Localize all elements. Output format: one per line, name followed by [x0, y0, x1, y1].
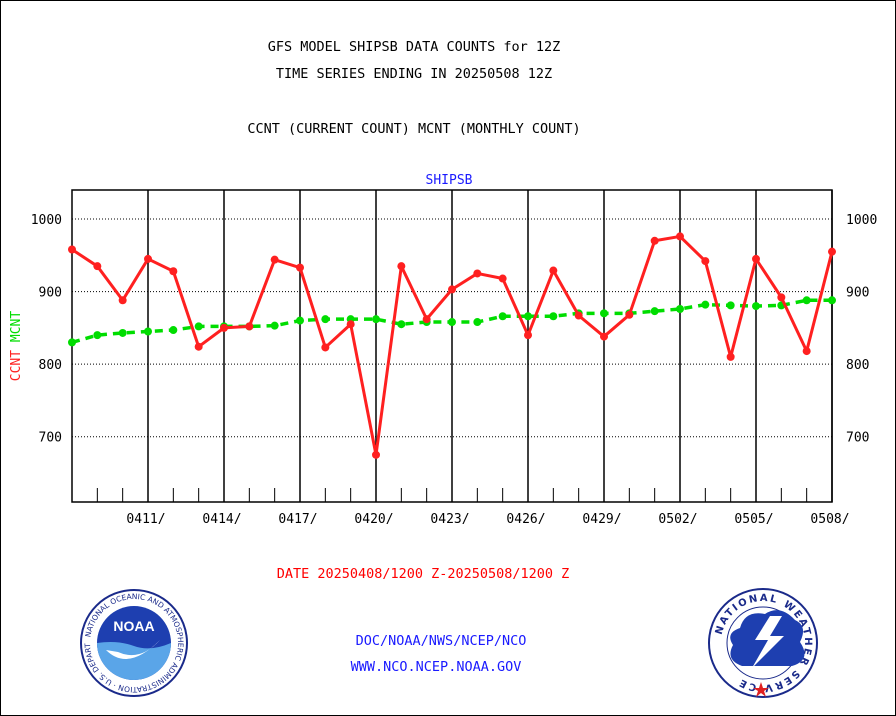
plot-title: SHIPSB [426, 173, 473, 188]
mcnt-point [802, 296, 811, 305]
ccnt-point [600, 332, 608, 341]
ccnt-point [802, 347, 811, 356]
ccnt-point [701, 257, 710, 266]
y-axis-label: CCNT MCNT [9, 311, 24, 382]
ccnt-point [397, 262, 406, 271]
ccnt-point [144, 254, 152, 263]
ccnt-point [321, 343, 330, 352]
mcnt-point [473, 318, 482, 327]
mcnt-point [372, 315, 380, 324]
mcnt-point [828, 296, 836, 305]
x-tick-label: 0429/ [582, 512, 621, 527]
header-line-3: CCNT (CURRENT COUNT) MCNT (MONTHLY COUNT… [247, 121, 580, 137]
mcnt-point [397, 320, 406, 329]
ccnt-point [524, 331, 532, 340]
x-tick-label: 0420/ [354, 512, 393, 527]
x-tick-label: 0505/ [734, 512, 773, 527]
mcnt-point [600, 309, 608, 318]
mcnt-point [524, 312, 532, 321]
y-axis-label-mcnt: MCNT [9, 311, 24, 342]
ccnt-point [448, 285, 456, 294]
ccnt-point [828, 247, 836, 256]
mcnt-point [676, 304, 684, 313]
mcnt-point [321, 315, 330, 324]
mcnt-point [144, 327, 152, 336]
ccnt-point [726, 352, 735, 361]
svg-text:NATIONAL OCEANIC AND ATMOSPHER: NATIONAL OCEANIC AND ATMOSPHERIC ADMINIS… [0, 0, 185, 694]
y-tick-label-left: 900 [39, 286, 62, 301]
ccnt-point [194, 342, 203, 351]
ccnt-point [68, 245, 76, 254]
y-tick-label-left: 700 [39, 431, 62, 446]
mcnt-point [118, 328, 127, 337]
plot-area: 700 700 800 800 900 900 1000 1000 0411/0414/0417… [9, 189, 877, 527]
ccnt-point [650, 236, 659, 245]
mcnt-point [549, 312, 558, 321]
ccnt-point [422, 315, 431, 324]
date-range-label: DATE 20250408/1200 Z-20250508/1200 Z [277, 566, 570, 582]
y-tick-label-left: 800 [39, 358, 62, 373]
ccnt-point [549, 266, 558, 275]
ccnt-point [169, 267, 178, 276]
ccnt-point [498, 274, 507, 283]
ccnt-point [270, 255, 279, 264]
ccnt-point [245, 322, 254, 331]
x-tick-label: 0508/ [810, 512, 849, 527]
y-tick-label-right: 700 [846, 431, 869, 446]
ccnt-point [372, 450, 380, 459]
header-line-1: GFS MODEL SHIPSB DATA COUNTS for 12Z [268, 39, 561, 55]
x-tick-label: 0417/ [278, 512, 317, 527]
y-tick-label-left: 1000 [31, 213, 62, 228]
ccnt-point [93, 262, 102, 271]
mcnt-point [296, 316, 304, 325]
noaa-logo: NATIONAL OCEANIC AND ATMOSPHERIC ADMINIS… [0, 0, 188, 697]
ccnt-point [346, 320, 355, 329]
y-tick-label-right: 800 [846, 358, 869, 373]
ccnt-point [676, 232, 684, 241]
x-tick-label: 0426/ [506, 512, 545, 527]
footer-url: WWW.NCO.NCEP.NOAA.GOV [351, 659, 522, 675]
mcnt-point [448, 318, 456, 327]
x-tick-label: 0423/ [430, 512, 469, 527]
y-axis-label-ccnt: CCNT [9, 342, 24, 381]
header-line-2: TIME SERIES ENDING IN 20250508 12Z [276, 66, 552, 82]
ccnt-point [777, 293, 786, 302]
mcnt-point [194, 322, 203, 331]
mcnt-point [270, 321, 279, 330]
ccnt-point [625, 310, 634, 319]
noaa-logo-text: NOAA [113, 618, 154, 634]
noaa-ring-text: NATIONAL OCEANIC AND ATMOSPHERIC ADMINIS… [0, 0, 185, 694]
nws-logo: NATIONAL WEATHER SERVICE [708, 588, 818, 698]
x-tick-label: 0414/ [202, 512, 241, 527]
mcnt-point [498, 312, 507, 321]
mcnt-point [752, 302, 760, 311]
y-tick-label-right: 1000 [846, 213, 877, 228]
mcnt-point [169, 326, 178, 335]
ccnt-point [574, 311, 583, 320]
y-tick-label-right: 900 [846, 286, 869, 301]
mcnt-point [68, 338, 76, 347]
ccnt-point [752, 254, 760, 263]
x-tick-label: 0411/ [126, 512, 165, 527]
mcnt-point [650, 307, 659, 316]
x-tick-label: 0502/ [658, 512, 697, 527]
ccnt-point [220, 323, 228, 332]
footer-org: DOC/NOAA/NWS/NCEP/NCO [356, 633, 527, 649]
mcnt-point [93, 331, 102, 340]
ccnt-point [296, 263, 304, 272]
mcnt-point [701, 300, 710, 309]
ccnt-point [473, 269, 482, 278]
mcnt-point [726, 301, 735, 310]
ccnt-point [118, 296, 127, 305]
